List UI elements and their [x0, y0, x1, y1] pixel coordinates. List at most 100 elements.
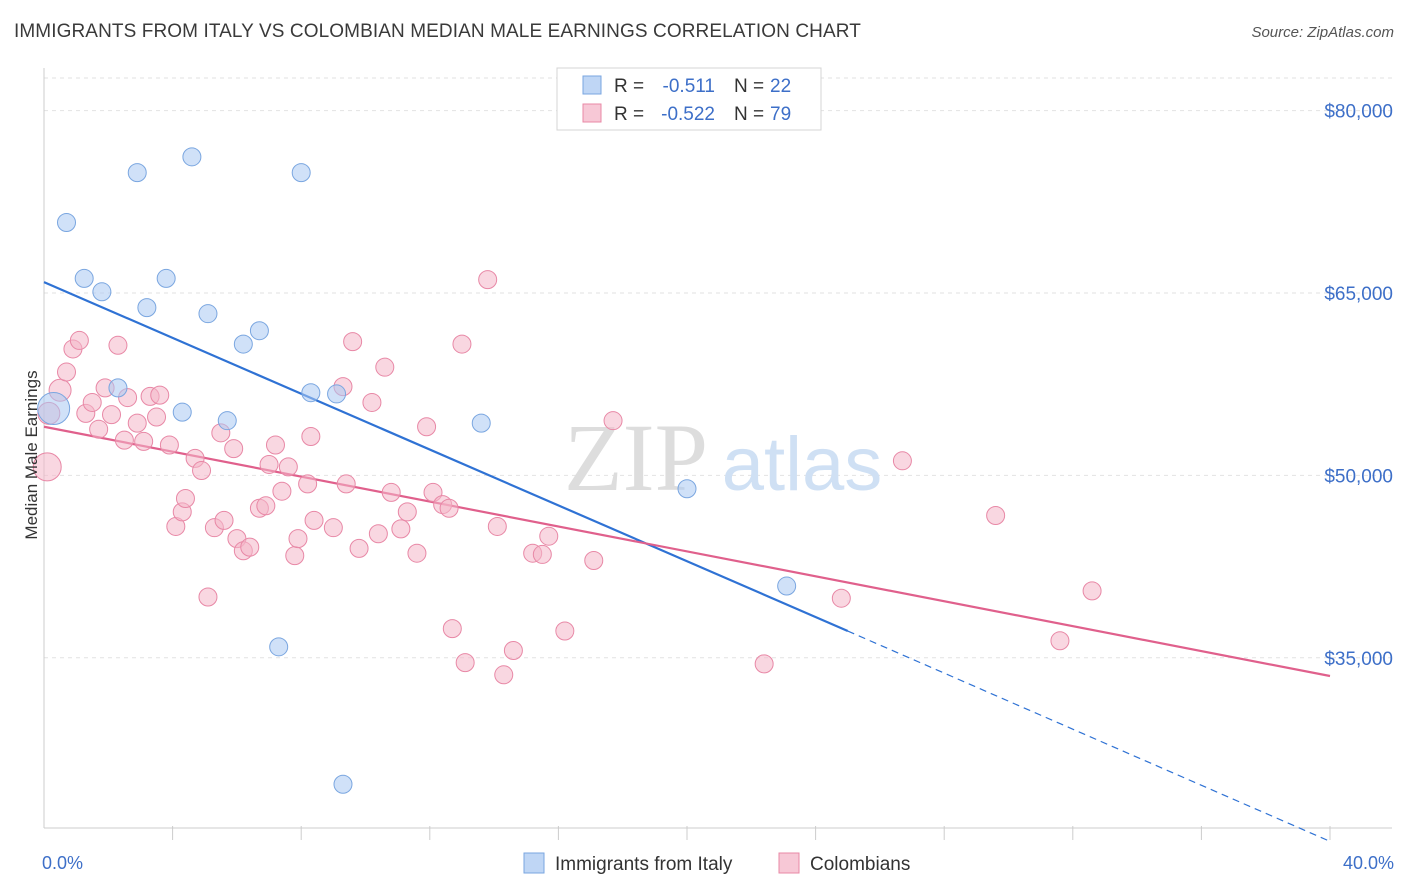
x-tick-label-1: 40.0% — [1343, 853, 1394, 873]
x-tick-label-0: 0.0% — [42, 853, 83, 873]
trend-line-extension-0 — [847, 630, 1331, 842]
point-0-12 — [108, 378, 128, 398]
point-0-18 — [677, 479, 697, 499]
point-1-35 — [265, 435, 285, 455]
point-1-71 — [603, 411, 623, 431]
point-1-38 — [285, 546, 305, 566]
y-tick-label-0: $80,000 — [1324, 102, 1393, 123]
point-1-11 — [114, 430, 134, 450]
stats-r-value-0: -0.511 — [663, 76, 715, 97]
point-1-13 — [127, 413, 147, 433]
point-1-49 — [368, 524, 388, 544]
point-1-61 — [455, 653, 475, 673]
point-1-51 — [381, 482, 401, 502]
point-1-31 — [240, 537, 260, 557]
point-1-75 — [986, 506, 1006, 526]
point-1-77 — [1082, 581, 1102, 601]
point-1-33 — [256, 496, 276, 516]
axes — [43, 68, 1392, 840]
point-1-65 — [503, 640, 523, 660]
point-1-67 — [532, 544, 552, 564]
series-name-1: Colombians — [810, 854, 910, 875]
point-0-20 — [269, 637, 289, 657]
point-0-8 — [198, 304, 218, 324]
point-0-0 — [37, 392, 71, 426]
point-0-5 — [137, 298, 157, 318]
point-1-36 — [272, 481, 292, 501]
point-0-13 — [172, 402, 192, 422]
stats-n-value-0: 22 — [770, 76, 791, 97]
y-tick-label-2: $50,000 — [1324, 466, 1393, 487]
series-swatch-1 — [778, 852, 800, 874]
point-1-4 — [69, 330, 89, 350]
point-0-21 — [333, 774, 353, 794]
series-name-0: Immigrants from Italy — [555, 854, 733, 875]
point-1-60 — [452, 334, 472, 354]
point-0-1 — [57, 212, 77, 232]
point-0-11 — [291, 163, 311, 183]
point-1-62 — [478, 270, 498, 290]
point-0-4 — [127, 163, 147, 183]
stats-r-label-1: R = — [614, 104, 644, 125]
point-1-9 — [102, 405, 122, 425]
y-axis-label: Median Male Earnings — [22, 370, 41, 539]
point-1-48 — [362, 392, 382, 412]
y-tick-label-3: $35,000 — [1324, 649, 1393, 670]
y-tick-labels: $80,000 $65,000 $50,000 $35,000 — [1324, 102, 1393, 670]
point-1-76 — [1050, 631, 1070, 651]
point-1-68 — [539, 526, 559, 546]
point-1-14 — [134, 431, 154, 451]
point-1-2 — [57, 362, 77, 382]
point-0-16 — [327, 384, 347, 404]
point-1-23 — [192, 461, 212, 481]
point-1-7 — [89, 419, 109, 439]
stats-r-value-1: -0.522 — [661, 104, 715, 125]
trend-line-0 — [43, 281, 849, 633]
point-1-16 — [147, 407, 167, 427]
stats-swatch-0 — [582, 75, 602, 95]
point-1-55 — [417, 417, 437, 437]
stats-n-value-1: 79 — [770, 104, 791, 125]
stats-legend: R = -0.511 N = 22 R = -0.522 N = 79 — [556, 67, 822, 131]
point-1-24 — [198, 587, 218, 607]
stats-r-label-0: R = — [614, 76, 644, 97]
point-0-9 — [233, 334, 253, 354]
watermark-atlas: atlas — [722, 422, 883, 507]
point-0-2 — [74, 268, 94, 288]
stats-swatch-1 — [582, 103, 602, 123]
point-1-70 — [584, 551, 604, 571]
stats-n-label-0: N = — [734, 76, 764, 97]
point-1-45 — [336, 474, 356, 494]
chart-source: Source: ZipAtlas.com — [1251, 24, 1394, 41]
point-1-28 — [224, 439, 244, 459]
x-tick-labels: 0.0% 40.0% — [42, 853, 1394, 873]
point-1-6 — [82, 392, 102, 412]
trend-lines — [43, 281, 1331, 842]
series-legend: Immigrants from Italy Colombians — [523, 852, 910, 875]
point-1-34 — [259, 454, 279, 474]
data-points — [32, 147, 1102, 794]
point-1-64 — [494, 665, 514, 685]
point-1-40 — [298, 474, 318, 494]
point-1-59 — [442, 619, 462, 639]
point-1-52 — [391, 519, 411, 539]
point-1-46 — [343, 332, 363, 352]
point-1-37 — [278, 457, 298, 477]
point-0-10 — [249, 321, 269, 341]
point-0-7 — [182, 147, 202, 167]
point-1-58 — [439, 498, 459, 518]
trend-line-1 — [43, 425, 1331, 678]
chart-title: IMMIGRANTS FROM ITALY VS COLOMBIAN MEDIA… — [14, 21, 861, 42]
point-1-21 — [175, 488, 195, 508]
y-tick-label-1: $65,000 — [1324, 284, 1393, 305]
point-1-74 — [892, 451, 912, 471]
point-0-15 — [301, 383, 321, 403]
point-0-19 — [777, 576, 797, 596]
stats-n-label-1: N = — [734, 104, 764, 125]
point-1-18 — [159, 435, 179, 455]
point-1-47 — [349, 538, 369, 558]
point-1-72 — [754, 654, 774, 674]
point-0-14 — [217, 411, 237, 431]
gridlines — [44, 77, 1392, 659]
